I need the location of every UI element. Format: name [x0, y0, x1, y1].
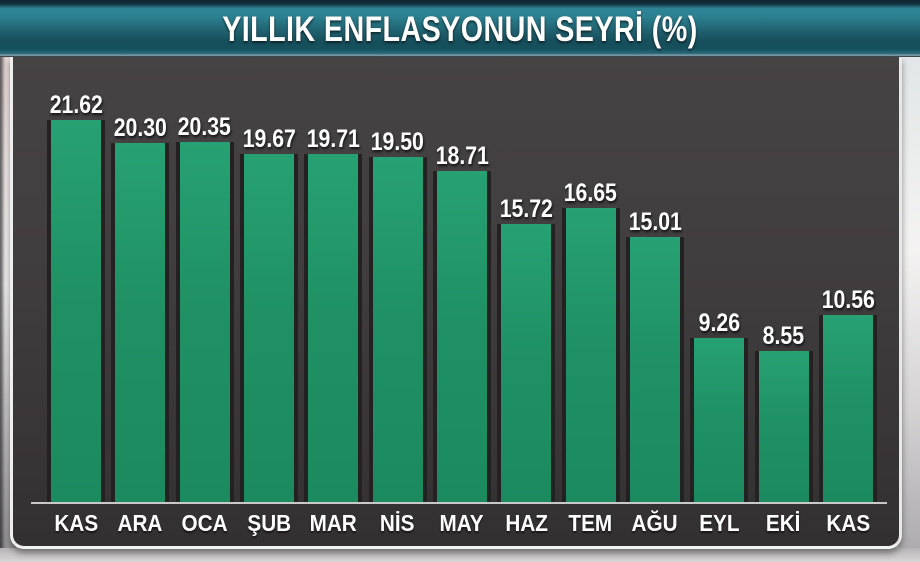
- bar-value-label: 8.55: [762, 321, 805, 350]
- x-axis-baseline: [31, 502, 887, 504]
- bar-cell: 15.01: [625, 207, 684, 502]
- bar: [239, 154, 298, 502]
- months-row: KAS ARA OCA ŞUB MAR NİS MAY HAZ TEM AĞU …: [47, 508, 877, 538]
- bar-value-label: 19.67: [242, 124, 296, 153]
- month-cell: EKİ: [755, 510, 813, 537]
- bar: [690, 338, 749, 502]
- bar-month-label: MAR: [309, 509, 357, 536]
- bar: [47, 120, 105, 502]
- month-cell: KAS: [819, 510, 877, 537]
- bar-value-label: 18.71: [435, 141, 489, 170]
- month-cell: ARA: [111, 510, 169, 537]
- title-bar: YILLIK ENFLASYONUN SEYRİ (%): [0, 0, 920, 57]
- bar-month-label: KAS: [826, 509, 870, 536]
- bar-value-label: 20.30: [113, 113, 167, 142]
- bar: [497, 224, 556, 502]
- bar-value-label: 16.65: [564, 178, 618, 207]
- bar-value-label: 19.50: [371, 127, 425, 156]
- bar: [818, 315, 877, 502]
- month-cell: AĞU: [626, 510, 684, 537]
- bar-month-label: NİS: [380, 509, 415, 536]
- bar-value-label: 15.01: [628, 207, 682, 236]
- chart-panel: 21.62 20.30 20.35 19.67 19.71 19.50 18.7…: [10, 57, 902, 549]
- month-cell: EYL: [690, 510, 748, 537]
- bar-cell: 16.65: [561, 178, 620, 502]
- bar-value-label: 15.72: [499, 194, 553, 223]
- bar-month-label: EKİ: [766, 509, 801, 536]
- bar-cell: 8.55: [754, 321, 813, 502]
- bar-cell: 15.72: [497, 194, 556, 502]
- bar-month-label: OCA: [181, 509, 228, 536]
- bar-cell: 19.71: [304, 124, 363, 502]
- background-strip-right: [898, 57, 920, 562]
- month-cell: MAY: [433, 510, 491, 537]
- bar-month-label: HAZ: [505, 509, 548, 536]
- bars-row: 21.62 20.30 20.35 19.67 19.71 19.50 18.7…: [47, 62, 877, 502]
- bar-month-label: KAS: [54, 509, 98, 536]
- bar-cell: 19.67: [239, 124, 298, 502]
- month-cell: ŞUB: [240, 510, 298, 537]
- bar: [368, 157, 427, 502]
- chart-title: YILLIK ENFLASYONUN SEYRİ (%): [222, 9, 698, 49]
- bar-cell: 9.26: [690, 308, 749, 502]
- bar-month-label: ŞUB: [247, 509, 291, 536]
- background-strip-bottom: [0, 548, 920, 562]
- bar: [754, 351, 813, 502]
- bar: [175, 142, 234, 502]
- bar: [625, 237, 684, 502]
- bar-cell: 10.56: [818, 285, 877, 502]
- month-cell: OCA: [176, 510, 234, 537]
- month-cell: NİS: [369, 510, 427, 537]
- bar-month-label: AĞU: [631, 509, 678, 536]
- bar-value-label: 21.62: [49, 90, 103, 119]
- bar-value-label: 20.35: [178, 112, 232, 141]
- bar-month-label: TEM: [568, 509, 613, 536]
- bar-value-label: 10.56: [821, 285, 875, 314]
- bar-month-label: MAY: [439, 509, 485, 536]
- bar: [432, 171, 491, 502]
- bar-value-label: 19.71: [306, 124, 360, 153]
- bar: [561, 208, 620, 502]
- bar-month-label: ARA: [117, 509, 163, 536]
- bar-cell: 20.35: [175, 112, 234, 502]
- bar-month-label: EYL: [699, 509, 740, 536]
- month-cell: TEM: [562, 510, 620, 537]
- bar: [111, 143, 170, 502]
- bar-value-label: 9.26: [698, 308, 740, 337]
- bar-cell: 18.71: [432, 141, 491, 502]
- month-cell: HAZ: [497, 510, 555, 537]
- month-cell: MAR: [304, 510, 362, 537]
- bar-cell: 19.50: [368, 127, 427, 502]
- bar-cell: 21.62: [47, 90, 105, 502]
- month-cell: KAS: [47, 510, 105, 537]
- bar: [304, 154, 363, 502]
- bar-cell: 20.30: [111, 113, 170, 502]
